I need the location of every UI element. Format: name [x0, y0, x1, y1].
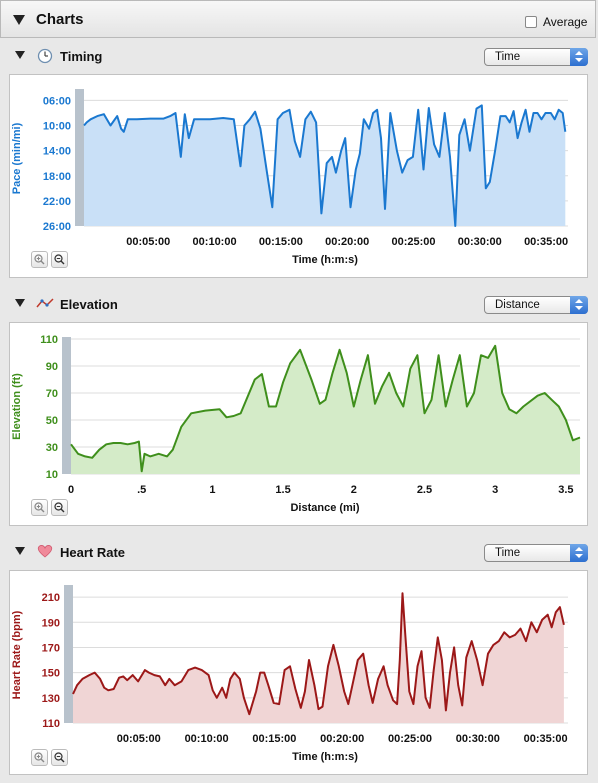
collapse-triangle-icon[interactable] — [13, 15, 25, 25]
elevation-chart-panel: 10 30 50 70 90 110 0 .5 1 1.5 2 2.5 3 3.5 Distance (mi… — [9, 322, 588, 526]
zoom-out-button[interactable] — [51, 499, 68, 516]
x-tick-label: 00:10:00 — [185, 733, 229, 745]
y-tick-label: 26:00 — [43, 221, 71, 233]
heart-rate-collapse-icon[interactable] — [15, 547, 25, 555]
x-tick-label: .5 — [137, 484, 146, 496]
x-tick-label: 0 — [68, 484, 74, 496]
y-tick-label: 110 — [42, 718, 60, 730]
zoom-out-icon — [54, 502, 65, 513]
select-value: Time — [495, 547, 521, 559]
x-tick-label: 00:20:00 — [320, 733, 364, 745]
x-tick-label: 00:05:00 — [117, 733, 161, 745]
zoom-in-button[interactable] — [31, 499, 48, 516]
elevation-x-axis-select[interactable]: Distance — [484, 296, 588, 314]
y-tick-label: 10 — [46, 469, 58, 481]
select-arrows-icon — [570, 48, 588, 66]
x-tick-label: 2 — [351, 484, 357, 496]
average-checkbox[interactable]: Average — [525, 15, 587, 29]
y-axis-title: Elevation (ft) — [11, 373, 23, 440]
heart-rate-chart[interactable]: 110 130 150 170 190 210 00:05:00 00:10:00 00:15:… — [10, 571, 587, 774]
x-tick-label: 1 — [209, 484, 215, 496]
series-line — [72, 592, 565, 716]
x-axis-title: Time (h:m:s) — [292, 751, 358, 763]
x-axis-title: Distance (mi) — [290, 502, 359, 514]
x-tick-label: 2.5 — [417, 484, 432, 496]
zoom-out-icon — [54, 752, 65, 763]
zoom-in-icon — [34, 254, 45, 265]
x-tick-label: 00:30:00 — [458, 236, 502, 248]
y-tick-label: 50 — [46, 415, 58, 427]
x-tick-label: 00:05:00 — [126, 236, 170, 248]
series-line — [70, 344, 581, 473]
zoom-out-button[interactable] — [51, 749, 68, 766]
page-title: Charts — [36, 11, 84, 28]
y-tick-label: 22:00 — [43, 196, 71, 208]
y-tick-label: 18:00 — [43, 171, 71, 183]
y-axis-title: Heart Rate (bpm) — [11, 610, 23, 699]
select-value: Time — [495, 51, 521, 63]
axis-strip — [75, 89, 84, 226]
heart-rate-chart-panel: 110 130 150 170 190 210 00:05:00 00:10:00 00:15:… — [9, 570, 588, 775]
axis-strip — [64, 585, 73, 723]
x-tick-label: 00:15:00 — [259, 236, 303, 248]
elevation-chart[interactable]: 10 30 50 70 90 110 0 .5 1 1.5 2 2.5 3 3.5 Distance (mi… — [10, 323, 587, 525]
y-tick-label: 30 — [46, 442, 58, 454]
charts-header: Charts Average — [0, 0, 596, 38]
x-tick-label: 3.5 — [558, 484, 573, 496]
section-title-heart-rate: Heart Rate — [60, 545, 126, 560]
y-tick-label: 190 — [42, 617, 60, 629]
select-arrows-icon — [570, 296, 588, 314]
x-tick-label: 1.5 — [275, 484, 290, 496]
y-tick-label: 70 — [46, 388, 58, 400]
y-tick-label: 210 — [42, 592, 60, 604]
section-title-timing: Timing — [60, 49, 103, 64]
x-tick-label: 00:15:00 — [252, 733, 296, 745]
timing-chart-panel: 06:00 10:00 14:00 18:00 22:00 26:00 00:05:00 00… — [9, 74, 588, 278]
x-tick-label: 00:35:00 — [524, 236, 568, 248]
y-tick-label: 06:00 — [43, 95, 71, 107]
timing-x-axis-select[interactable]: Time — [484, 48, 588, 66]
y-tick-label: 130 — [42, 693, 60, 705]
x-tick-label: 00:25:00 — [388, 733, 432, 745]
x-axis-title: Time (h:m:s) — [292, 254, 358, 266]
x-tick-label: 00:25:00 — [391, 236, 435, 248]
select-value: Distance — [495, 299, 540, 311]
zoom-in-button[interactable] — [31, 251, 48, 268]
pace-chart[interactable]: 06:00 10:00 14:00 18:00 22:00 26:00 00:05:00 00… — [10, 75, 587, 277]
series-area — [71, 345, 580, 474]
clock-icon — [37, 48, 53, 64]
zoom-in-icon — [34, 502, 45, 513]
elevation-graph-icon — [36, 298, 54, 308]
x-tick-label: 00:10:00 — [193, 236, 237, 248]
y-tick-label: 150 — [42, 668, 60, 680]
heart-icon — [37, 545, 53, 558]
y-tick-label: 110 — [40, 334, 58, 346]
heart-rate-x-axis-select[interactable]: Time — [484, 544, 588, 562]
zoom-in-button[interactable] — [31, 749, 48, 766]
series-line — [83, 104, 567, 227]
zoom-out-button[interactable] — [51, 251, 68, 268]
axis-strip — [62, 337, 71, 474]
y-axis-title: Pace (min/mi) — [11, 122, 23, 194]
y-tick-label: 10:00 — [43, 121, 71, 133]
select-arrows-icon — [570, 544, 588, 562]
x-tick-label: 3 — [492, 484, 498, 496]
zoom-in-icon — [34, 752, 45, 763]
elevation-collapse-icon[interactable] — [15, 299, 25, 307]
timing-collapse-icon[interactable] — [15, 51, 25, 59]
x-tick-label: 00:30:00 — [456, 733, 500, 745]
section-title-elevation: Elevation — [60, 297, 118, 312]
y-tick-label: 90 — [46, 361, 58, 373]
y-tick-label: 170 — [42, 642, 60, 654]
average-label: Average — [543, 15, 588, 29]
x-tick-label: 00:35:00 — [524, 733, 568, 745]
x-tick-label: 00:20:00 — [325, 236, 369, 248]
checkbox-box[interactable] — [525, 16, 537, 28]
series-area — [73, 593, 564, 723]
zoom-out-icon — [54, 254, 65, 265]
series-area — [84, 105, 566, 226]
y-tick-label: 14:00 — [43, 146, 71, 158]
